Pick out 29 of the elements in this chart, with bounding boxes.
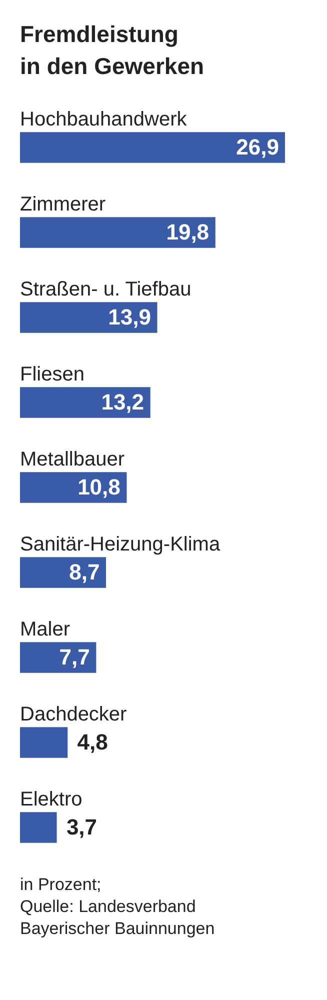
bar bbox=[20, 557, 106, 588]
data-label: 4,8 bbox=[77, 730, 108, 755]
data-label: 7,7 bbox=[59, 644, 90, 670]
text: in Prozent; Quelle: Landesverband Bayerischer Bauinnungen bbox=[20, 874, 216, 940]
y-tick-label: Sanitär-Heizung-Klima bbox=[20, 534, 221, 556]
y-tick-label: Fliesen bbox=[20, 364, 84, 386]
bar bbox=[20, 302, 158, 333]
data-label: 8,7 bbox=[69, 560, 100, 585]
bar bbox=[20, 642, 96, 673]
bar bbox=[20, 727, 68, 758]
bar bbox=[20, 132, 285, 163]
y-tick-label: Zimmerer bbox=[20, 194, 106, 216]
data-label: 10,8 bbox=[78, 474, 120, 500]
data-label: 19,8 bbox=[166, 220, 210, 245]
data-label: 26,9 bbox=[236, 134, 279, 160]
y-tick-label: Metallbauer bbox=[20, 448, 125, 470]
y-tick-label: Maler bbox=[20, 618, 70, 640]
y-tick-label: Hochbauhandwerk bbox=[20, 108, 188, 130]
data-label: 13,2 bbox=[101, 390, 144, 415]
data-label: 3,7 bbox=[66, 814, 98, 840]
chart-title: Fremdleistung in den Gewerken bbox=[20, 20, 206, 81]
y-tick-label: Elektro bbox=[20, 788, 82, 810]
bar bbox=[20, 217, 216, 248]
bar bbox=[20, 812, 57, 843]
y-tick-label: Straßen- u. Tiefbau bbox=[20, 278, 192, 300]
data-label: 13,9 bbox=[108, 304, 151, 330]
bar bbox=[20, 387, 150, 418]
bar bbox=[20, 472, 127, 503]
y-tick-label: Dachdecker bbox=[20, 704, 128, 726]
